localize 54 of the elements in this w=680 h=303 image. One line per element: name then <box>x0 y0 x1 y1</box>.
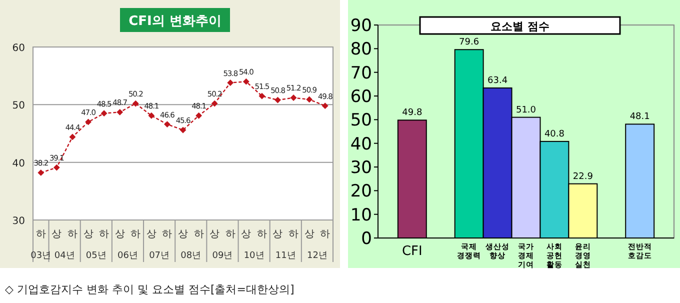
x-tick-label: 상 <box>114 229 125 240</box>
x-tick-label: 상 <box>210 229 220 240</box>
x-tick-label: 하 <box>256 229 267 240</box>
y-tick-label: 30 <box>350 158 372 178</box>
y-tick-label: 70 <box>350 63 372 84</box>
text: 05년 <box>86 251 106 261</box>
text: 06년 <box>118 251 138 261</box>
x-tick-label: 하 <box>130 229 141 240</box>
text: 10년 <box>244 251 264 261</box>
x-tick-label: CFI <box>402 244 422 259</box>
data-label: 51.0 <box>516 105 536 116</box>
x-tick-label: 하 <box>36 229 46 240</box>
data-label: 63.4 <box>488 76 508 86</box>
x-tick-label: 상 <box>146 229 156 240</box>
y-tick-label: 40 <box>12 158 25 170</box>
text: 03년 <box>30 251 52 261</box>
y-tick-label: 20 <box>350 182 372 202</box>
y-tick-label: 30 <box>12 216 25 227</box>
chart-title: 요소별 점수 <box>490 20 550 33</box>
x-tick-label: 하 <box>67 229 78 240</box>
data-label: 49.8 <box>402 108 422 118</box>
text: 11년 <box>275 251 296 261</box>
y-tick-label: 80 <box>350 40 372 60</box>
chart-title: CFI의 변화추이 <box>128 14 222 29</box>
text: 08년 <box>180 251 202 261</box>
data-label: 48.1 <box>630 112 650 122</box>
data-label: 22.9 <box>572 172 594 182</box>
text: 09년 <box>212 251 233 261</box>
y-tick-label: 50 <box>350 110 372 131</box>
y-tick-label: 0 <box>361 229 372 249</box>
x-tick-label: 하 <box>162 229 172 240</box>
text: 04년 <box>54 251 75 261</box>
y-tick-label: 50 <box>12 100 25 112</box>
data-label: 79.6 <box>459 38 480 48</box>
x-tick-label: 상 <box>83 229 94 240</box>
y-tick-label: 60 <box>350 87 372 107</box>
y-tick-label: 40 <box>350 134 372 154</box>
x-tick-label: 하 <box>99 229 110 240</box>
y-tick-label: 90 <box>350 16 372 36</box>
data-label: 40.8 <box>544 129 565 140</box>
x-tick-label: 하 <box>320 229 330 240</box>
text: 07년 <box>149 251 170 261</box>
x-tick-label: 상 <box>178 229 188 240</box>
x-tick-label: 상 <box>272 229 283 240</box>
text: ◇ 기업호감지수 변화 추이 및 요소별 점수[출처=대한상의] <box>5 283 294 296</box>
x-tick-label: 하 <box>288 229 299 240</box>
x-tick-label: 상 <box>52 229 62 240</box>
x-tick-label: 상 <box>304 229 314 240</box>
y-tick-label: 60 <box>12 43 25 54</box>
x-tick-label: 하 <box>194 229 204 240</box>
x-tick-label: 상 <box>241 229 252 240</box>
y-tick-label: 10 <box>350 205 372 226</box>
text: 12년 <box>306 251 328 261</box>
x-tick-label: 하 <box>225 229 236 240</box>
